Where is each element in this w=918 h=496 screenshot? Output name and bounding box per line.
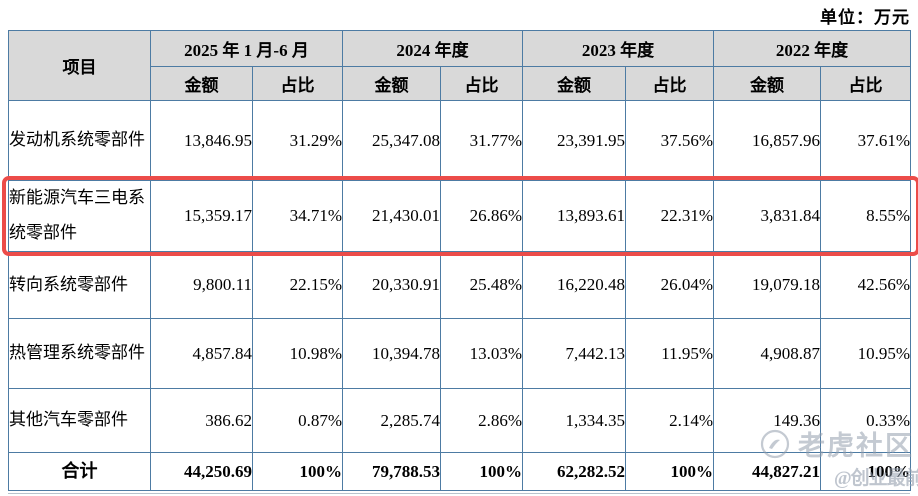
amount-cell: 79,788.53 [342,452,442,491]
amount-cell: 20,330.91 [342,251,442,319]
ratio-cell: 31.77% [440,100,524,181]
amount-header: 金额 [150,66,253,101]
amount-cell: 10,394.78 [342,318,442,389]
amount-cell: 16,857.96 [713,100,822,181]
period-header-2022: 2022 年度 [713,30,912,67]
total-label: 合计 [8,452,151,491]
ratio-cell: 100% [625,452,715,491]
ratio-cell: 100% [440,452,524,491]
amount-cell: 23,391.95 [522,100,627,181]
table-row: 转向系统零部件 9,800.11 22.15% 20,330.91 25.48%… [8,251,912,319]
ratio-cell: 8.55% [820,180,912,252]
amount-cell: 2,285.74 [342,388,442,453]
header-row-subcolumns: 金额 占比 金额 占比 金额 占比 金额 占比 [9,66,912,101]
ratio-header: 占比 [820,66,912,101]
row-item-label: 新能源汽车三电系统零部件 [8,180,151,252]
item-column-header: 项目 [8,30,151,101]
ratio-cell: 25.48% [440,251,524,319]
amount-cell: 9,800.11 [150,251,253,319]
ratio-cell: 11.95% [625,318,715,389]
table-row-highlighted: 新能源汽车三电系统零部件 15,359.17 34.71% 21,430.01 … [8,180,912,252]
amount-cell: 19,079.18 [713,251,822,319]
table-row: 发动机系统零部件 13,846.95 31.29% 25,347.08 31.7… [8,100,912,181]
ratio-cell: 26.86% [440,180,524,252]
amount-cell: 13,846.95 [150,100,253,181]
ratio-header: 占比 [440,66,524,101]
amount-cell: 44,827.21 [713,452,822,491]
ratio-cell: 2.86% [440,388,524,453]
ratio-cell: 100% [820,452,912,491]
table-bottom-line [8,493,910,494]
amount-cell: 3,831.84 [713,180,822,252]
unit-label: 单位：万元 [820,8,910,27]
amount-cell: 13,893.61 [522,180,627,252]
amount-cell: 4,908.87 [713,318,822,389]
ratio-cell: 100% [251,452,344,491]
amount-cell: 149.36 [713,388,822,453]
amount-cell: 386.62 [150,388,253,453]
amount-cell: 25,347.08 [342,100,442,181]
financial-table: 项目 2025 年 1 月-6 月 2024 年度 2023 年度 2022 年… [8,30,912,491]
amount-cell: 44,250.69 [150,452,253,491]
amount-cell: 15,359.17 [150,180,253,252]
row-item-label: 转向系统零部件 [8,251,151,319]
period-header-2023: 2023 年度 [522,30,715,67]
ratio-cell: 22.31% [625,180,715,252]
row-item-label: 发动机系统零部件 [8,100,151,181]
amount-header: 金额 [713,66,822,101]
table-row: 热管理系统零部件 4,857.84 10.98% 10,394.78 13.03… [8,318,912,389]
row-item-label: 其他汽车零部件 [8,388,151,453]
total-row: 合计 44,250.69 100% 79,788.53 100% 62,282.… [8,452,912,491]
ratio-cell: 10.95% [820,318,912,389]
ratio-cell: 13.03% [440,318,524,389]
ratio-header: 占比 [625,66,715,101]
ratio-cell: 42.56% [820,251,912,319]
ratio-cell: 10.98% [251,318,344,389]
header-row-periods: 项目 2025 年 1 月-6 月 2024 年度 2023 年度 2022 年… [8,30,912,101]
amount-cell: 7,442.13 [522,318,627,389]
period-header-2025h1: 2025 年 1 月-6 月 [149,30,344,67]
amount-cell: 1,334.35 [522,388,627,453]
ratio-cell: 37.61% [820,100,912,181]
ratio-cell: 22.15% [251,251,344,319]
amount-cell: 21,430.01 [342,180,442,252]
table-row: 其他汽车零部件 386.62 0.87% 2,285.74 2.86% 1,33… [8,388,912,453]
ratio-cell: 37.56% [625,100,715,181]
ratio-cell: 0.33% [820,388,912,453]
amount-cell: 4,857.84 [150,318,253,389]
amount-header: 金额 [522,66,627,101]
amount-header: 金额 [342,66,442,101]
row-item-label: 热管理系统零部件 [8,318,151,389]
period-header-2024: 2024 年度 [342,30,524,67]
ratio-cell: 0.87% [251,388,344,453]
amount-cell: 62,282.52 [522,452,627,491]
amount-cell: 16,220.48 [522,251,627,319]
ratio-cell: 2.14% [625,388,715,453]
ratio-cell: 34.71% [251,180,344,252]
ratio-header: 占比 [251,66,344,101]
ratio-cell: 31.29% [251,100,344,181]
ratio-cell: 26.04% [625,251,715,319]
